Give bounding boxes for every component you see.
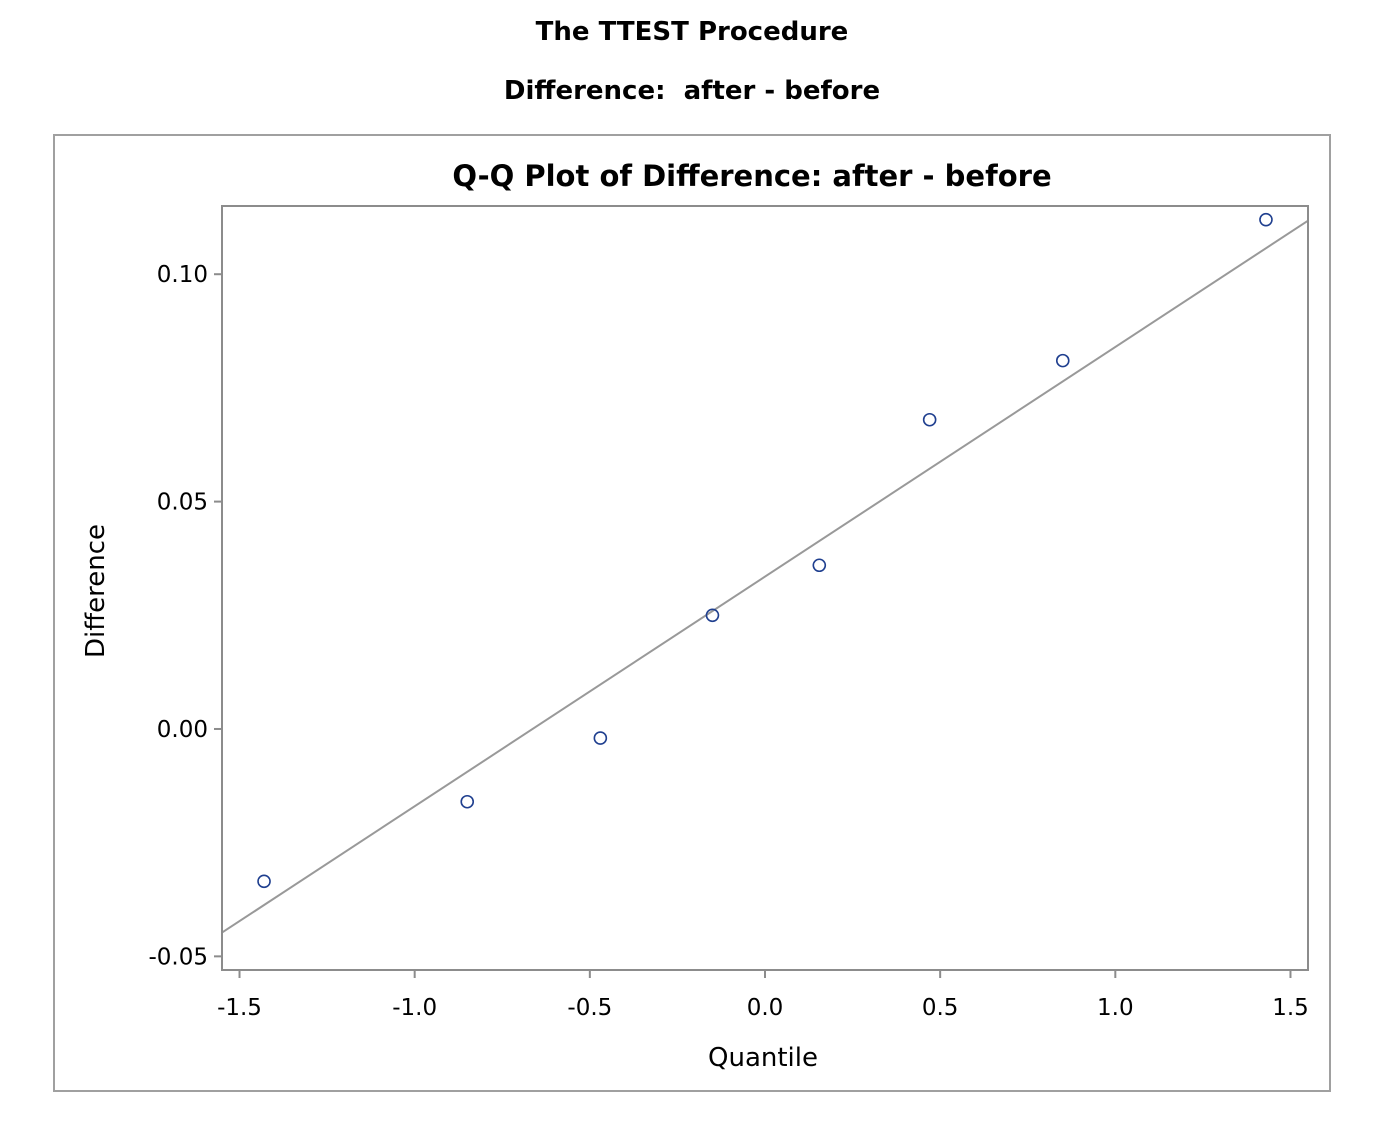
data-point xyxy=(460,794,475,809)
y-tick-label: 0.10 xyxy=(157,262,208,288)
x-tick-label: 1.5 xyxy=(1272,995,1309,1021)
data-point xyxy=(812,558,827,573)
qq-plot-chart: Q-Q Plot of Difference: after - before -… xyxy=(81,159,1309,1073)
difference-subtitle: Difference: after - before xyxy=(503,76,881,106)
x-tick-label: 0.5 xyxy=(922,995,959,1021)
plot-area xyxy=(221,205,1309,971)
x-axis: -1.5 -1.0 -0.5 0.0 0.5 1.0 1.5 xyxy=(217,970,1309,1021)
data-point xyxy=(257,874,271,889)
x-tick-label: -1.5 xyxy=(217,995,262,1021)
x-tick-label: 1.0 xyxy=(1097,995,1134,1021)
reference-line xyxy=(222,219,1308,934)
y-axis: -0.05 0.00 0.05 0.10 xyxy=(148,262,222,970)
y-tick-label: 0.00 xyxy=(157,717,208,743)
procedure-title: The TTEST Procedure xyxy=(535,17,849,47)
data-point xyxy=(705,608,720,623)
data-points xyxy=(257,212,1273,889)
data-point xyxy=(922,412,937,427)
x-tick-label: -1.0 xyxy=(392,995,437,1021)
y-axis-label: Difference xyxy=(81,524,111,658)
data-point xyxy=(1259,212,1273,227)
x-tick-label: -0.5 xyxy=(567,995,612,1021)
chart-frame: Q-Q Plot of Difference: after - before -… xyxy=(53,134,1331,1092)
data-point xyxy=(593,731,608,745)
x-tick-label: 0.0 xyxy=(747,995,784,1021)
y-tick-label: 0.05 xyxy=(157,490,208,516)
chart-title: Q-Q Plot of Difference: after - before xyxy=(452,159,1051,193)
data-point xyxy=(1055,353,1070,368)
x-axis-label: Quantile xyxy=(708,1043,818,1073)
y-tick-label: -0.05 xyxy=(148,944,208,970)
